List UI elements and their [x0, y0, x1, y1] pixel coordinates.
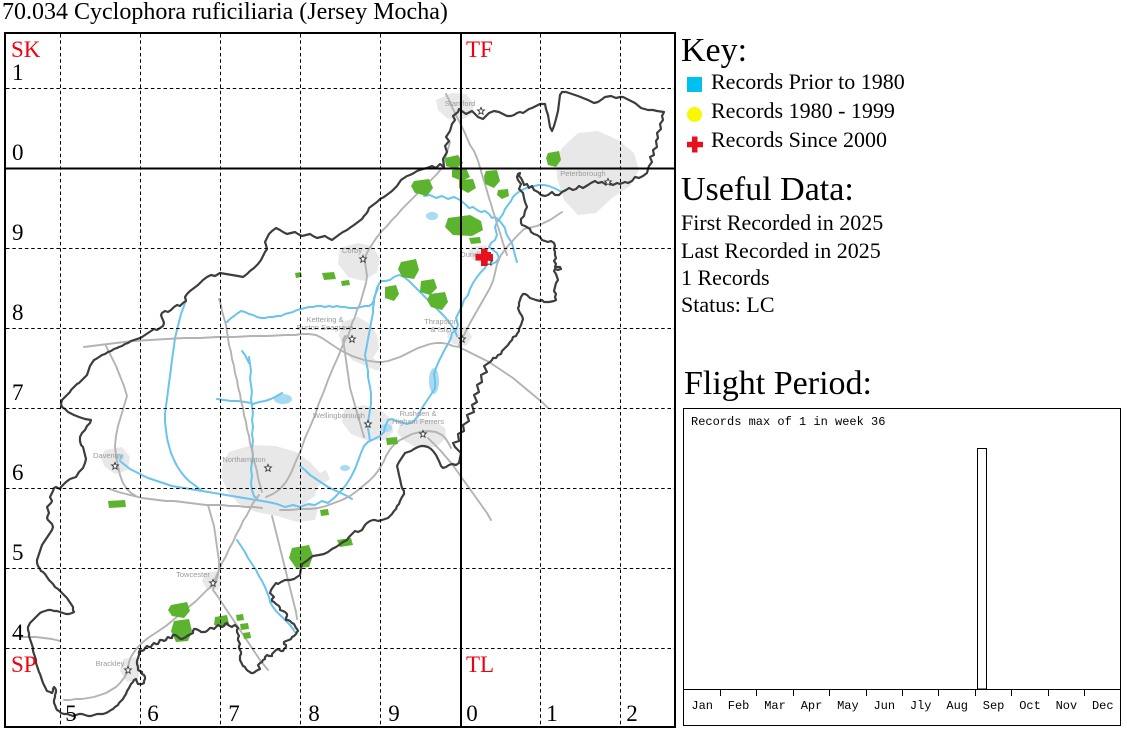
svg-text:Key:: Key:	[681, 32, 747, 69]
svg-text:Oundle: Oundle	[460, 250, 484, 259]
svg-text:Useful Data:: Useful Data:	[681, 171, 854, 208]
svg-text:Records max of 1 in week 36: Records max of 1 in week 36	[691, 415, 885, 429]
svg-text:Thrapston: Thrapston	[424, 317, 458, 326]
svg-text:May: May	[837, 699, 859, 713]
svg-text:Mar: Mar	[764, 699, 786, 713]
svg-text:Higham Ferrers: Higham Ferrers	[392, 417, 444, 426]
svg-text:6: 6	[12, 460, 24, 485]
svg-text:Rushden &: Rushden &	[399, 409, 436, 418]
svg-text:Last Recorded in 2025: Last Recorded in 2025	[681, 238, 881, 263]
svg-text:TL: TL	[466, 652, 494, 677]
svg-text:Flight Period:: Flight Period:	[684, 365, 872, 402]
svg-text:Jun: Jun	[873, 699, 895, 713]
svg-text:8: 8	[308, 701, 320, 726]
svg-text:5: 5	[12, 540, 24, 565]
svg-text:5: 5	[65, 701, 77, 726]
svg-text:1: 1	[12, 60, 24, 85]
svg-text:Nov: Nov	[1056, 699, 1078, 713]
svg-text:& Islip: & Islip	[431, 325, 451, 334]
svg-text:Sep: Sep	[983, 699, 1005, 713]
svg-text:Jan: Jan	[691, 699, 713, 713]
svg-text:Burton Seagrave: Burton Seagrave	[297, 323, 353, 332]
svg-text:0: 0	[466, 701, 478, 726]
svg-text:9: 9	[388, 701, 400, 726]
svg-text:Status: LC: Status: LC	[681, 292, 775, 317]
svg-text:Records Prior to 1980: Records Prior to 1980	[711, 69, 905, 94]
svg-text:Wellingborough: Wellingborough	[313, 411, 365, 420]
svg-text:Feb: Feb	[728, 699, 750, 713]
svg-text:First Recorded in 2025: First Recorded in 2025	[681, 210, 883, 235]
svg-text:Aug: Aug	[946, 699, 968, 713]
svg-text:Peterborough: Peterborough	[560, 169, 605, 178]
svg-text:SP: SP	[11, 652, 37, 677]
svg-text:8: 8	[12, 300, 24, 325]
svg-text:Records Since 2000: Records Since 2000	[711, 127, 887, 152]
svg-text:2: 2	[626, 701, 638, 726]
svg-text:Towcester: Towcester	[176, 570, 210, 579]
svg-text:7: 7	[228, 701, 240, 726]
svg-text:7: 7	[12, 380, 24, 405]
svg-text:6: 6	[147, 701, 159, 726]
svg-text:1: 1	[546, 701, 558, 726]
svg-text:Brackley: Brackley	[96, 659, 125, 668]
svg-text:Dec: Dec	[1092, 699, 1114, 713]
svg-text:Records 1980 - 1999: Records 1980 - 1999	[711, 98, 895, 123]
svg-text:Daventry: Daventry	[93, 451, 123, 460]
svg-text:Corby: Corby	[342, 246, 362, 255]
svg-text:1 Records: 1 Records	[681, 265, 770, 290]
svg-text:Apr: Apr	[801, 699, 823, 713]
svg-text:SK: SK	[11, 37, 41, 62]
svg-text:Northampton: Northampton	[222, 455, 265, 464]
svg-text:0: 0	[12, 140, 24, 165]
svg-text:Oct: Oct	[1019, 699, 1041, 713]
svg-text:TF: TF	[466, 37, 493, 62]
svg-text:9: 9	[12, 220, 24, 245]
svg-text:4: 4	[12, 620, 24, 645]
svg-text:Kettering &: Kettering &	[306, 315, 343, 324]
svg-text:Jly: Jly	[910, 699, 932, 713]
